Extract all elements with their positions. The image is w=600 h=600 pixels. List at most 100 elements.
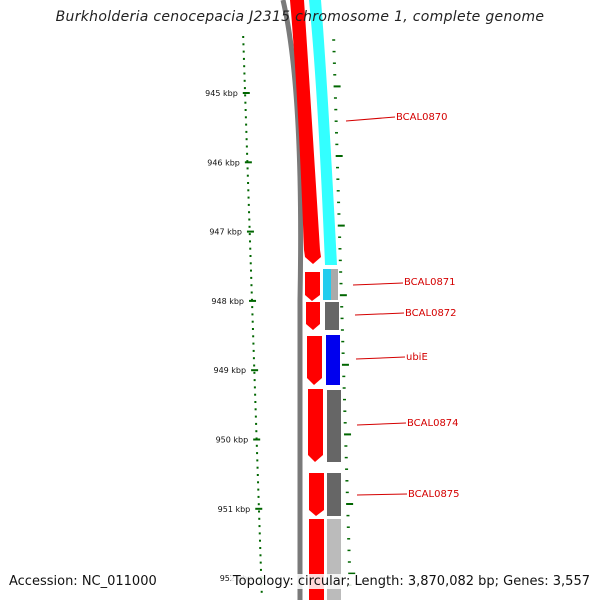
gc-dot	[253, 364, 256, 367]
gc-dot	[253, 371, 256, 374]
gc-dot	[243, 72, 246, 75]
gc-dot	[259, 568, 262, 571]
gc-dot	[257, 495, 260, 498]
gc-dot	[259, 554, 262, 557]
gc-dot	[246, 174, 249, 177]
gc-dot	[259, 561, 262, 564]
leader-line	[356, 493, 408, 496]
gc-dot	[248, 211, 251, 214]
gene-label-bcal0872[interactable]: BCAL0872	[405, 308, 457, 319]
leader-line	[355, 356, 406, 360]
gc-dot	[253, 386, 256, 389]
cds-band-bcal0871[interactable]	[323, 269, 331, 300]
outer-tick-marks	[332, 39, 356, 586]
gc-dot	[248, 225, 251, 228]
gc-dot	[258, 539, 261, 542]
gc-dot	[252, 349, 255, 352]
gc-dot	[244, 101, 247, 104]
kbp-tick-label: 946 kbp	[207, 158, 240, 167]
gene-label-ubie[interactable]: ubiE	[406, 352, 428, 363]
gc-dot	[251, 313, 254, 316]
gc-dot	[254, 401, 257, 403]
cds-band-ubie[interactable]	[326, 335, 340, 385]
gc-dot	[250, 298, 253, 301]
gc-dot	[248, 233, 251, 236]
gc-dot	[256, 452, 259, 455]
gene-label-bcal0875[interactable]: BCAL0875	[408, 489, 460, 500]
gc-dot	[242, 50, 245, 53]
cds-band-gray[interactable]	[331, 269, 338, 300]
gc-dot	[251, 320, 254, 323]
gene-labels: BCAL0870 BCAL0871 BCAL0872 ubiE BCAL0874…	[345, 112, 460, 500]
gene-arrow[interactable]	[307, 336, 322, 385]
gc-dot	[255, 444, 258, 447]
gc-dot	[246, 167, 249, 170]
gc-dot	[253, 379, 256, 382]
leader-line	[356, 422, 407, 426]
gc-dot	[243, 79, 246, 82]
gc-dot	[251, 328, 254, 330]
gc-dot	[242, 43, 245, 46]
gene-arrow[interactable]	[306, 302, 320, 330]
gene-arrow[interactable]	[309, 473, 324, 516]
leader-line	[354, 312, 405, 316]
gc-dot	[247, 182, 250, 184]
gc-dot	[246, 160, 249, 163]
cds-band-bcal0872[interactable]	[325, 302, 339, 330]
gc-dot	[249, 262, 252, 265]
gc-dot	[258, 517, 261, 520]
backbone-arc	[280, 0, 304, 600]
gc-dot	[243, 87, 246, 90]
gc-dot	[247, 203, 250, 206]
gc-dot	[244, 109, 247, 111]
gc-dot	[252, 335, 255, 338]
gene-arrow[interactable]	[308, 389, 323, 462]
gc-dot	[255, 422, 258, 425]
gene-label-bcal0870[interactable]: BCAL0870	[396, 112, 448, 123]
gc-dot	[249, 269, 252, 272]
kbp-tick-label: 945 kbp	[205, 89, 238, 98]
gene-arrow[interactable]	[305, 272, 320, 301]
gene-label-bcal0874[interactable]: BCAL0874	[407, 418, 459, 429]
gc-dot	[248, 218, 251, 221]
gc-dot	[250, 284, 253, 287]
gc-dot	[247, 196, 250, 199]
gc-dot	[254, 393, 257, 396]
gc-dot	[249, 240, 252, 243]
gc-dot	[245, 130, 248, 133]
cds-band-bcal0875[interactable]	[327, 473, 341, 516]
gc-dot	[257, 488, 260, 491]
gc-dot	[252, 357, 255, 360]
gc-dot	[259, 547, 262, 549]
leader-line	[352, 282, 404, 286]
gc-dot	[244, 116, 247, 119]
gc-dot	[256, 459, 259, 462]
kbp-tick-label: 951 kbp	[218, 505, 251, 514]
gc-dot	[250, 291, 253, 294]
gc-dot	[251, 306, 254, 309]
gc-dot	[260, 590, 263, 593]
gc-dot	[258, 525, 261, 528]
cds-band-bcal0870[interactable]	[309, 0, 337, 265]
gc-dot	[252, 342, 255, 345]
gc-dot	[257, 481, 260, 484]
gene-label-bcal0871[interactable]: BCAL0871	[404, 277, 456, 288]
kbp-axis: 945 kbp 946 kbp 947 kbp 948 kbp 949 kbp 950 k…	[205, 89, 265, 583]
gc-dot	[243, 65, 246, 68]
gc-dot	[256, 466, 259, 469]
gc-dot	[242, 36, 245, 38]
leader-line	[345, 116, 396, 122]
gc-dot	[257, 503, 260, 506]
gene-arrow[interactable]	[290, 0, 321, 264]
kbp-tick-label: 948 kbp	[211, 297, 244, 306]
gc-dot	[249, 247, 252, 250]
accession-text: Accession: NC_011000	[9, 574, 161, 589]
gc-dot	[250, 276, 253, 279]
gc-skew-dots	[242, 36, 263, 593]
gc-dot	[245, 123, 248, 126]
genome-title: Burkholderia cenocepacia J2315 chromosom…	[55, 9, 545, 25]
cds-band-bcal0874[interactable]	[327, 390, 341, 462]
genome-summary-text: Topology: circular; Length: 3,870,082 bp…	[230, 574, 590, 589]
gc-dot	[246, 152, 249, 155]
